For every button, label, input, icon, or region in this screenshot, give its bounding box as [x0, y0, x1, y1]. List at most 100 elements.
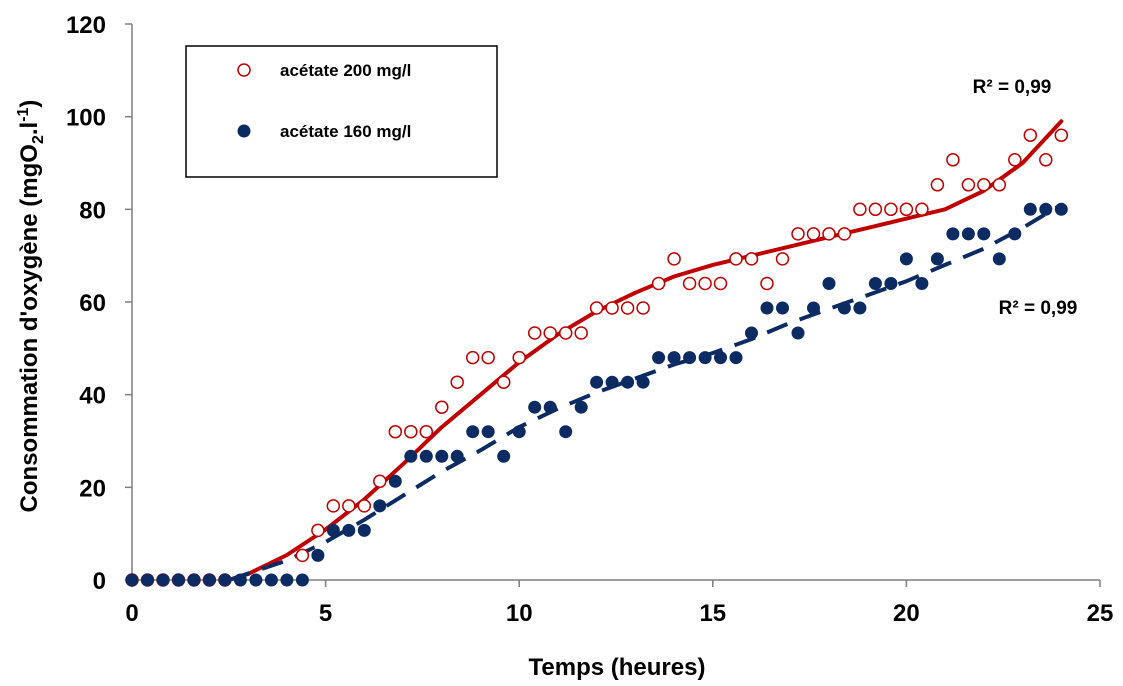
- data-point: [466, 425, 480, 439]
- data-point: [853, 301, 867, 315]
- y-tick-label: 120: [66, 12, 106, 39]
- data-point: [218, 573, 232, 587]
- data-point: [373, 474, 387, 489]
- x-axis-label: Temps (heures): [529, 654, 706, 681]
- data-point: [837, 227, 852, 241]
- x-tick-label: 0: [125, 600, 138, 627]
- legend-label-series-0: acétate 200 mg/l: [280, 61, 411, 80]
- data-point: [450, 449, 464, 463]
- data-points: [125, 128, 1069, 587]
- data-point: [141, 573, 154, 587]
- data-point: [620, 301, 635, 315]
- data-point: [590, 375, 604, 389]
- data-point: [961, 227, 975, 241]
- data-point: [729, 252, 743, 266]
- data-point: [264, 573, 278, 587]
- data-point: [558, 326, 573, 340]
- data-point: [605, 301, 619, 315]
- data-point: [295, 548, 310, 563]
- legend-marker-series-0: [237, 63, 251, 77]
- x-tick-label: 10: [506, 600, 533, 627]
- y-axis-label: Consommation d'oxygène (mgO2.l-1): [15, 100, 47, 513]
- data-point: [481, 350, 495, 365]
- data-point: [713, 276, 728, 291]
- r2-label-acetate-200: R² = 0,99: [973, 77, 1052, 98]
- data-point: [791, 227, 805, 241]
- data-point: [249, 573, 263, 587]
- labels: Temps (heures) Consommation d'oxygène (m…: [15, 77, 1077, 681]
- data-point: [744, 252, 759, 266]
- data-point: [992, 178, 1007, 192]
- data-point: [977, 178, 991, 192]
- data-point: [822, 277, 836, 290]
- data-point: [1008, 227, 1022, 241]
- y-tick-label: 80: [79, 197, 106, 224]
- y-tick-label: 60: [79, 290, 106, 317]
- y-tick-label: 20: [79, 475, 106, 502]
- data-point: [636, 301, 650, 315]
- data-point: [450, 375, 464, 389]
- data-point: [667, 351, 681, 365]
- data-point: [125, 573, 139, 587]
- data-point: [915, 277, 929, 290]
- data-point: [760, 301, 774, 315]
- data-point: [745, 326, 758, 340]
- data-point: [1023, 128, 1038, 142]
- y-axis-label-sub: 2: [30, 135, 47, 144]
- data-point: [202, 573, 216, 587]
- data-point: [899, 252, 913, 266]
- data-point: [388, 474, 402, 488]
- data-point: [621, 375, 635, 389]
- data-point: [636, 375, 650, 389]
- data-point: [652, 351, 666, 365]
- data-point: [172, 573, 185, 587]
- y-tick-label: 100: [66, 105, 106, 132]
- data-point: [605, 375, 619, 389]
- data-point: [791, 326, 805, 340]
- data-point: [404, 449, 418, 463]
- data-point: [775, 252, 790, 266]
- data-point: [326, 499, 341, 513]
- data-point: [822, 227, 836, 241]
- data-point: [233, 573, 247, 587]
- data-point: [559, 425, 573, 439]
- data-point: [527, 326, 542, 340]
- data-point: [899, 202, 914, 217]
- data-point: [868, 202, 883, 217]
- series-0-points: [125, 128, 1069, 587]
- data-point: [651, 276, 666, 291]
- data-point: [884, 277, 898, 290]
- data-point: [295, 573, 309, 587]
- data-point: [837, 301, 851, 315]
- data-point: [496, 375, 511, 389]
- data-point: [807, 301, 820, 315]
- data-point: [961, 178, 976, 192]
- data-point: [497, 449, 511, 463]
- data-point: [946, 227, 960, 241]
- data-point: [1039, 202, 1053, 216]
- r2-label-acetate-160: R² = 0,99: [999, 298, 1078, 319]
- data-point: [1054, 128, 1069, 142]
- data-point: [512, 350, 526, 365]
- data-point: [776, 301, 789, 315]
- data-point: [915, 202, 929, 217]
- legend: acétate 200 mg/l acétate 160 mg/l: [185, 45, 498, 178]
- data-point: [806, 227, 821, 241]
- data-point: [992, 252, 1006, 266]
- data-point: [388, 424, 403, 439]
- data-point: [698, 351, 712, 365]
- data-point: [714, 351, 727, 365]
- data-point: [729, 351, 743, 365]
- data-point: [543, 400, 557, 414]
- data-point: [481, 425, 495, 439]
- data-point: [512, 425, 526, 439]
- data-point: [1039, 153, 1053, 167]
- data-point: [574, 400, 588, 414]
- data-point: [930, 252, 944, 266]
- x-tick-label: 20: [893, 600, 920, 627]
- data-point: [465, 350, 480, 365]
- data-point: [311, 548, 325, 562]
- data-point: [543, 326, 557, 340]
- data-point: [977, 227, 991, 241]
